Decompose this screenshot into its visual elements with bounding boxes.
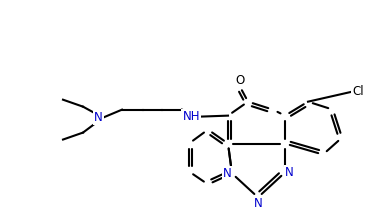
Text: N: N — [254, 197, 262, 210]
Text: O: O — [235, 74, 245, 87]
Text: N: N — [223, 167, 232, 180]
Text: NH: NH — [182, 110, 200, 123]
Text: N: N — [94, 111, 103, 124]
Text: N: N — [285, 166, 294, 179]
Text: Cl: Cl — [352, 85, 364, 98]
